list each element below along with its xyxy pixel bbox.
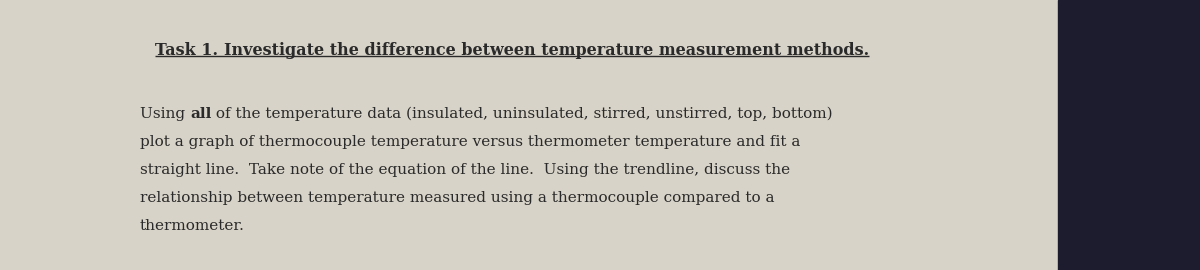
Text: relationship between temperature measured using a thermocouple compared to a: relationship between temperature measure…: [140, 191, 774, 205]
Text: Task 1.: Task 1.: [155, 42, 218, 59]
Bar: [1058, 0, 1200, 270]
Text: straight line.  Take note of the equation of the line.  Using the trendline, dis: straight line. Take note of the equation…: [140, 163, 790, 177]
Text: plot a graph of thermocouple temperature versus thermometer temperature and fit : plot a graph of thermocouple temperature…: [140, 135, 800, 149]
Text: Investigate the difference between temperature measurement methods.: Investigate the difference between tempe…: [224, 42, 869, 59]
Text: thermometer.: thermometer.: [140, 219, 245, 233]
Text: all: all: [190, 107, 211, 121]
Text: of the temperature data (insulated, uninsulated, stirred, unstirred, top, bottom: of the temperature data (insulated, unin…: [211, 107, 833, 121]
Text: Using: Using: [140, 107, 190, 121]
